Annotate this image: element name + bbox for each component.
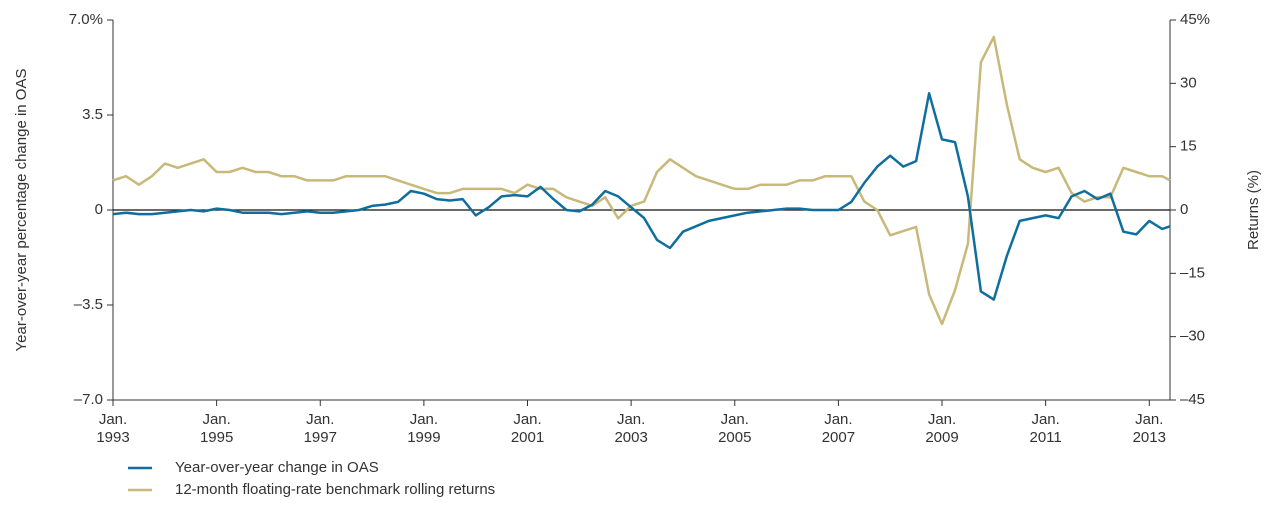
x-tick-label: Jan. 2011 bbox=[1029, 411, 1062, 446]
y-tick-label: –3.5 bbox=[74, 296, 103, 313]
y2-tick-label: 0 bbox=[1180, 201, 1188, 218]
x-tick-label: Jan. 1999 bbox=[407, 411, 441, 446]
x-tick-label: Jan. 2003 bbox=[614, 411, 648, 446]
x-tick-label: Jan. 2001 bbox=[510, 411, 545, 446]
x-tick-label: Jan. 2009 bbox=[925, 411, 959, 446]
legend-label: Year-over-year change in OAS bbox=[175, 459, 379, 476]
y2-tick-label: 15 bbox=[1180, 138, 1197, 155]
y-tick-label: 3.5 bbox=[82, 106, 103, 123]
y2-tick-label: –15 bbox=[1180, 264, 1205, 281]
y2-tick-label: –30 bbox=[1180, 328, 1205, 345]
y2-tick-label: 30 bbox=[1180, 74, 1197, 91]
x-tick-label: Jan. 1995 bbox=[199, 411, 234, 446]
x-tick-label: Jan. 1993 bbox=[96, 411, 130, 446]
y-tick-label: 0 bbox=[95, 201, 103, 218]
y2-tick-label: 45% bbox=[1180, 11, 1210, 28]
y2-axis-label: Returns (%) bbox=[1245, 170, 1262, 250]
y2-tick-label: –45 bbox=[1180, 391, 1205, 408]
series-line bbox=[112, 35, 1171, 326]
y-axis-label: Year-over-year percentage change in OAS bbox=[13, 69, 30, 352]
series-line bbox=[112, 92, 1171, 301]
x-tick-label: Jan. 2005 bbox=[718, 411, 752, 446]
legend-label: 12-month floating-rate benchmark rolling… bbox=[175, 481, 495, 498]
y-tick-label: 7.0% bbox=[69, 11, 103, 28]
x-tick-label: Jan. 2013 bbox=[1132, 411, 1166, 446]
x-tick-label: Jan. 1997 bbox=[303, 411, 337, 446]
x-tick-label: Jan. 2007 bbox=[821, 411, 856, 446]
y-tick-label: –7.0 bbox=[74, 391, 103, 408]
